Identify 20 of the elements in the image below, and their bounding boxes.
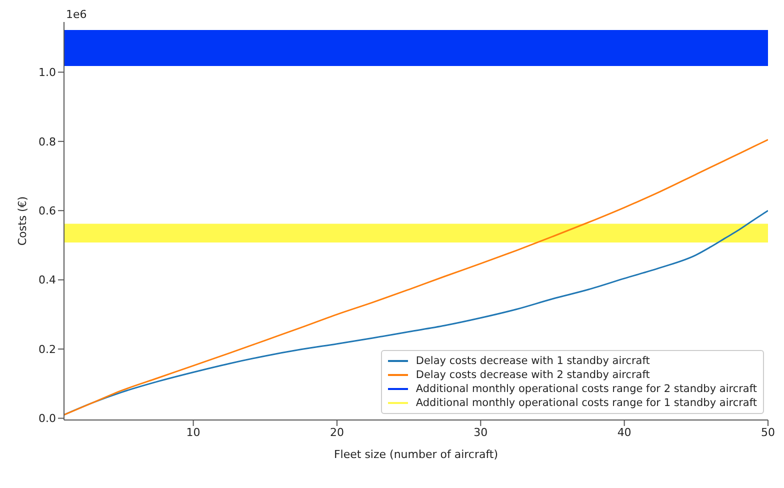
legend-label: Delay costs decrease with 1 standby aircraft [416, 354, 650, 368]
line-series [64, 138, 768, 416]
y-tick-label: 0.0 [38, 412, 56, 426]
y-tick-label: 0.8 [38, 135, 56, 148]
line-series [64, 210, 768, 416]
x-tick-label: 30 [474, 426, 488, 439]
legend-label: Additional monthly operational costs range for 1 standby aircraft [416, 396, 757, 410]
legend-label: Delay costs decrease with 2 standby aircraft [416, 368, 650, 382]
y-axis-title: Costs (€) [16, 196, 29, 246]
y-tick-label: 0.4 [38, 274, 56, 287]
x-tick-label: 50 [761, 426, 775, 439]
x-tick-label: 20 [330, 426, 344, 439]
x-tick-label: 40 [617, 426, 632, 439]
y-tick-label: 0.2 [38, 342, 56, 356]
y-tick-label: 0.6 [38, 204, 56, 218]
x-axis-title: Fleet size (number of aircraft) [334, 448, 498, 461]
legend-label: Additional monthly operational costs range for 2 standby aircraft [416, 382, 757, 396]
y-tick-label: 1.0 [38, 66, 56, 80]
x-tick-label: 10 [186, 426, 200, 439]
text: 1e6 [66, 8, 87, 21]
